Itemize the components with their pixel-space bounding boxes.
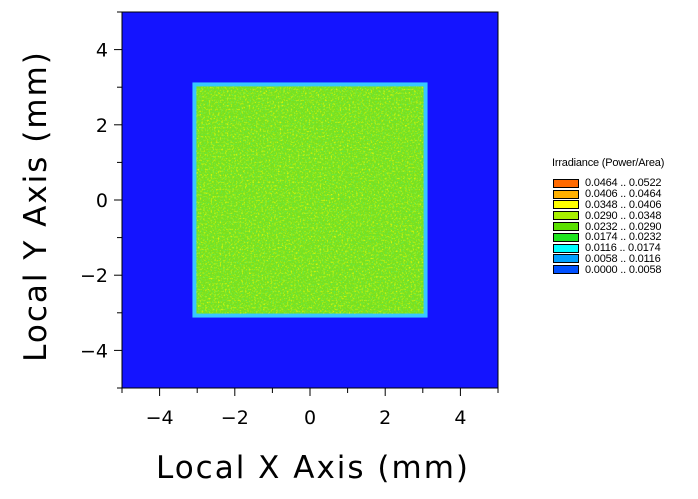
y-axis-label: Local Y Axis (mm) bbox=[18, 50, 54, 362]
legend: Irradiance (Power/Area) 0.0464 .. 0.0522… bbox=[552, 157, 664, 275]
legend-entry: 0.0232 .. 0.0290 bbox=[552, 221, 664, 232]
legend-swatch bbox=[553, 243, 579, 253]
x-tick-label: 4 bbox=[454, 407, 466, 429]
legend-title: Irradiance (Power/Area) bbox=[552, 157, 665, 169]
legend-range-label: 0.0290 .. 0.0348 bbox=[585, 209, 662, 222]
illuminated-region-green-speckle bbox=[196, 86, 424, 314]
legend-swatch bbox=[553, 265, 579, 275]
legend-entry: 0.0000 .. 0.0058 bbox=[552, 264, 664, 275]
y-tick-label: −2 bbox=[80, 265, 108, 287]
x-axis-ticks: −4 −2 0 2 4 bbox=[121, 388, 499, 429]
y-tick-label: 4 bbox=[96, 40, 108, 62]
legend-range-label: 0.0174 .. 0.0232 bbox=[585, 231, 662, 244]
legend-swatch bbox=[553, 254, 579, 264]
legend-range-label: 0.0232 .. 0.0290 bbox=[585, 220, 662, 233]
legend-entry: 0.0174 .. 0.0232 bbox=[552, 232, 664, 243]
x-tick-label: −4 bbox=[146, 407, 174, 429]
y-axis-ticks: −4 −2 0 2 4 bbox=[80, 11, 122, 389]
x-tick-label: 2 bbox=[379, 407, 391, 429]
legend-entry: 0.0406 .. 0.0464 bbox=[552, 189, 664, 200]
legend-swatch bbox=[553, 211, 579, 221]
x-axis-label: Local X Axis (mm) bbox=[156, 450, 470, 486]
legend-range-label: 0.0116 .. 0.0174 bbox=[585, 242, 661, 255]
legend-swatch bbox=[553, 189, 579, 199]
legend-range-label: 0.0000 .. 0.0058 bbox=[585, 263, 662, 276]
x-tick-label: −2 bbox=[221, 407, 249, 429]
legend-entry: 0.0348 .. 0.0406 bbox=[552, 198, 664, 211]
legend-range-label: 0.0406 .. 0.0464 bbox=[585, 188, 662, 201]
x-tick-label: 0 bbox=[304, 407, 316, 429]
legend-swatch bbox=[553, 200, 579, 210]
y-tick-label: 2 bbox=[96, 115, 108, 137]
legend-swatch bbox=[553, 222, 579, 232]
legend-entry: 0.0058 .. 0.0116 bbox=[552, 252, 664, 265]
legend-swatch bbox=[553, 232, 579, 242]
legend-entry: 0.0464 .. 0.0522 bbox=[552, 178, 664, 189]
legend-range-label: 0.0058 .. 0.0116 bbox=[585, 252, 661, 265]
legend-swatch bbox=[553, 178, 579, 188]
y-tick-label: −4 bbox=[80, 340, 108, 362]
legend-entry: 0.0116 .. 0.0174 bbox=[552, 243, 664, 254]
y-tick-label: 0 bbox=[96, 190, 108, 212]
legend-entry: 0.0290 .. 0.0348 bbox=[552, 210, 664, 221]
legend-range-label: 0.0348 .. 0.0406 bbox=[585, 198, 662, 211]
legend-entries: 0.0464 .. 0.0522 0.0406 .. 0.0464 0.0348 .… bbox=[552, 178, 664, 275]
legend-range-label: 0.0464 .. 0.0522 bbox=[585, 177, 662, 190]
